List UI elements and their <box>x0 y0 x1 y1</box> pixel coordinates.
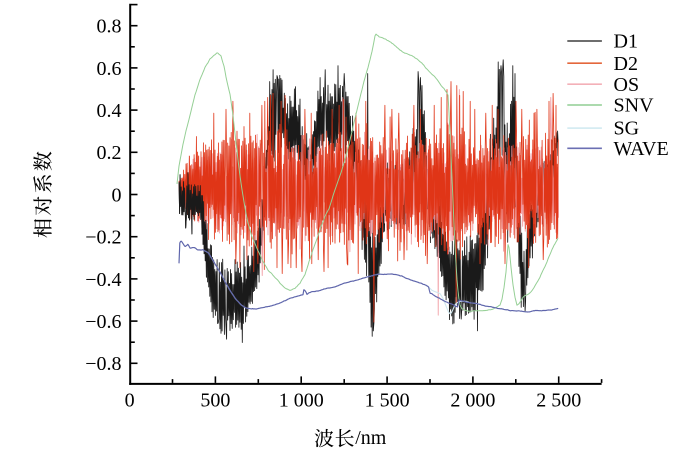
svg-text:1 000: 1 000 <box>279 390 324 412</box>
svg-text:−0.2: −0.2 <box>85 227 121 249</box>
svg-text:WAVE: WAVE <box>614 138 669 160</box>
svg-text:OS: OS <box>614 74 640 96</box>
svg-text:SG: SG <box>614 118 640 140</box>
svg-text:1 500: 1 500 <box>365 390 410 412</box>
svg-text:0: 0 <box>125 390 135 412</box>
svg-text:−0.4: −0.4 <box>85 269 121 291</box>
svg-text:D2: D2 <box>614 53 638 75</box>
svg-text:0.8: 0.8 <box>97 16 122 38</box>
svg-text:/nm: /nm <box>355 427 387 449</box>
svg-text:−0.6: −0.6 <box>85 311 121 333</box>
svg-text:D1: D1 <box>614 31 638 53</box>
svg-text:2 000: 2 000 <box>450 390 495 412</box>
svg-text:0: 0 <box>112 184 122 206</box>
svg-text:0.2: 0.2 <box>97 142 122 164</box>
svg-text:2 500: 2 500 <box>536 390 581 412</box>
svg-text:500: 500 <box>200 390 230 412</box>
svg-text:0.6: 0.6 <box>97 58 122 80</box>
svg-text:−0.8: −0.8 <box>85 353 121 375</box>
svg-text:0.4: 0.4 <box>97 100 122 122</box>
svg-text:SNV: SNV <box>614 95 655 117</box>
